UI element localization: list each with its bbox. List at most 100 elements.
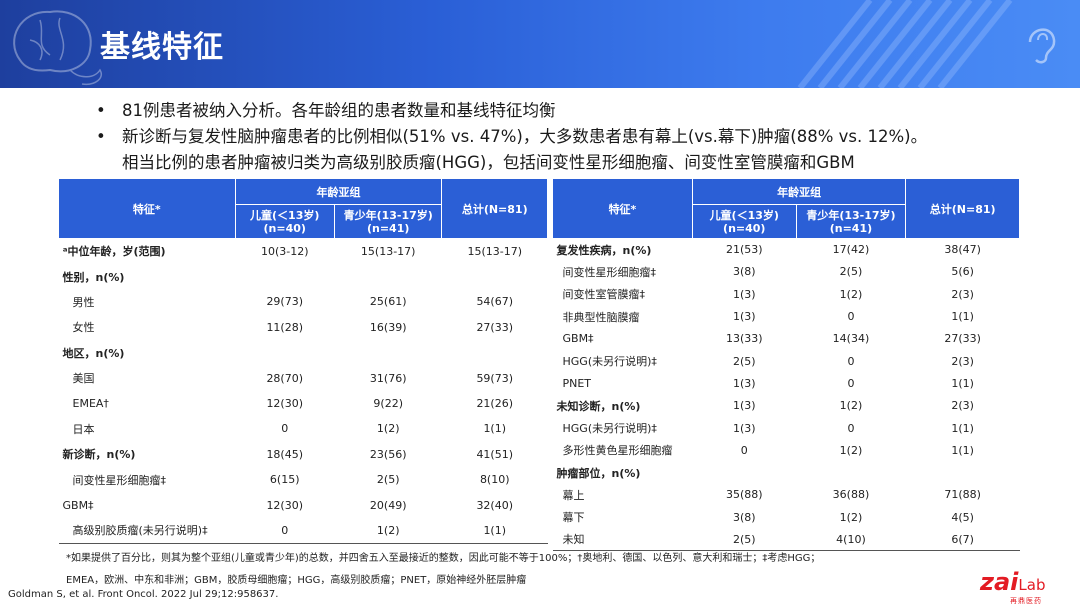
row-label: HGG(未另行说明)‡ bbox=[562, 422, 657, 436]
cell-teen: 1(2) bbox=[334, 517, 442, 544]
cell-children: 28(70) bbox=[266, 371, 304, 385]
cell-total: 1(1) bbox=[951, 310, 974, 324]
cell-children: 2(5) bbox=[692, 528, 797, 552]
zailab-logo: zaiLab 再鼎医药 bbox=[980, 568, 1070, 605]
cell-total: 38(47) bbox=[905, 237, 1020, 261]
cell-total: 1(1) bbox=[951, 421, 974, 435]
row-label: 性别，n(%) bbox=[62, 270, 125, 284]
cell-total: 2(3) bbox=[951, 287, 974, 301]
cell-total: 1(1) bbox=[483, 422, 507, 436]
table-row: GBM‡ 12(30) 20(49) 32(40) bbox=[59, 492, 548, 517]
table-row: 性别，n(%) bbox=[59, 264, 548, 289]
cell-total: 1(1) bbox=[951, 443, 974, 457]
table-row: 幕上 35(88) 36(88) 71(88) bbox=[553, 484, 1020, 506]
cell-total: 54(67) bbox=[476, 295, 514, 309]
logo-subtitle: 再鼎医药 bbox=[1010, 597, 1042, 605]
row-label: 间变性星形细胞瘤‡ bbox=[562, 265, 657, 279]
table-row: 非典型性脑膜瘤 1(3) 0 1(1) bbox=[553, 305, 1020, 327]
table-row: 未知 2(5) 4(10) 6(7) bbox=[552, 528, 1020, 552]
row-label: 间变性星形细胞瘤‡ bbox=[72, 473, 167, 487]
cell-children: 12(30) bbox=[266, 397, 304, 411]
cell-total: 21(26) bbox=[476, 397, 514, 411]
cell-children: 3(8) bbox=[732, 265, 756, 279]
table-row: 幕下 3(8) 1(2) 4(5) bbox=[553, 506, 1020, 528]
cell-children: 1(3) bbox=[732, 287, 756, 301]
cell-children bbox=[692, 461, 796, 483]
cell-teen: 1(2) bbox=[376, 422, 400, 436]
row-label: 幕上 bbox=[562, 488, 585, 502]
cell-teen: 1(2) bbox=[839, 443, 863, 457]
cell-children bbox=[235, 340, 334, 365]
cell-teen: 9(22) bbox=[373, 397, 403, 411]
header-children: 儿童(＜13岁) (n=40) bbox=[234, 204, 335, 239]
cell-teen bbox=[334, 264, 442, 289]
table-row: EMEA† 12(30) 9(22) 21(26) bbox=[59, 391, 548, 416]
cell-children: 0 bbox=[281, 422, 289, 436]
cell-teen: 15(13-17) bbox=[334, 237, 442, 264]
cell-total: 15(13-17) bbox=[441, 237, 548, 264]
cell-teen: 17(42) bbox=[796, 237, 906, 261]
table-body: 复发性疾病，n(%) 21(53) 17(42) 38(47) 间变性星形细胞瘤‡ 3(8… bbox=[552, 237, 1020, 552]
cell-teen: 14(34) bbox=[832, 332, 870, 346]
cell-total: 4(5) bbox=[951, 510, 974, 524]
row-label: 多形性黄色星形细胞瘤 bbox=[562, 444, 673, 458]
table-row: 新诊断，n(%) 18(45) 23(56) 41(51) bbox=[59, 442, 548, 467]
table-row: PNET 1(3) 0 1(1) bbox=[553, 372, 1020, 394]
cell-children: 3(8) bbox=[732, 510, 756, 524]
table-row: ᵃ中位年龄，岁(范围) 10(3-12) 15(13-17) 15(13-17) bbox=[58, 237, 548, 264]
cell-children: 2(5) bbox=[732, 354, 756, 368]
table-row: 地区，n(%) bbox=[59, 340, 548, 365]
table-row: 肿瘤部位，n(%) bbox=[553, 461, 1020, 483]
cell-total bbox=[442, 264, 548, 289]
row-label: 复发性疾病，n(%) bbox=[552, 237, 693, 261]
cell-children: 0 bbox=[235, 517, 335, 544]
header-age-group: 年龄亚组 bbox=[234, 178, 443, 205]
cell-children: 12(30) bbox=[266, 498, 304, 512]
logo-text: zai bbox=[980, 568, 1019, 596]
cell-teen: 0 bbox=[847, 421, 855, 435]
cell-children bbox=[235, 264, 334, 289]
cell-teen: 0 bbox=[847, 354, 855, 368]
cell-total: 6(7) bbox=[905, 528, 1020, 552]
cell-children: 21(53) bbox=[692, 237, 797, 261]
cell-total bbox=[442, 340, 548, 365]
table-row: 女性 11(28) 16(39) 27(33) bbox=[59, 315, 548, 340]
row-label: GBM‡ bbox=[62, 498, 94, 512]
row-label: GBM‡ bbox=[562, 332, 594, 346]
ear-icon bbox=[1028, 28, 1056, 64]
cell-teen: 25(61) bbox=[369, 295, 407, 309]
table-body: ᵃ中位年龄，岁(范围) 10(3-12) 15(13-17) 15(13-17) 性别，… bbox=[58, 237, 548, 544]
bullet-list: 81例患者被纳入分析。各年龄组的患者数量和基线特征均衡 新诊断与复发性脑肿瘤患者… bbox=[96, 98, 1056, 176]
cell-teen: 2(5) bbox=[376, 473, 400, 487]
row-label: 高级别胶质瘤(未另行说明)‡ bbox=[58, 517, 236, 544]
page-title: 基线特征 bbox=[100, 30, 224, 65]
table-row: 多形性黄色星形细胞瘤 0 1(2) 1(1) bbox=[553, 439, 1020, 461]
cell-children: 1(3) bbox=[732, 310, 756, 324]
table-row: 复发性疾病，n(%) 21(53) 17(42) 38(47) bbox=[552, 237, 1020, 261]
cell-total: 59(73) bbox=[476, 371, 514, 385]
cell-teen bbox=[796, 461, 906, 483]
table-row: 高级别胶质瘤(未另行说明)‡ 0 1(2) 1(1) bbox=[58, 517, 548, 544]
cell-total: 2(3) bbox=[951, 399, 974, 413]
cell-children: 1(3) bbox=[732, 376, 756, 390]
table-row: 美国 28(70) 31(76) 59(73) bbox=[59, 365, 548, 390]
table-row: HGG(未另行说明)‡ 2(5) 0 2(3) bbox=[553, 350, 1020, 372]
cell-children: 11(28) bbox=[266, 320, 304, 334]
cell-children: 1(3) bbox=[732, 421, 756, 435]
brain-icon bbox=[13, 10, 102, 86]
cell-teen: 31(76) bbox=[369, 371, 407, 385]
cell-total: 8(10) bbox=[479, 473, 510, 487]
footnote: *如果提供了百分比，则其为整个亚组(儿童或青少年)的总数，并四舍五入至最接近的整… bbox=[66, 548, 1026, 592]
cell-teen: 2(5) bbox=[839, 265, 863, 279]
table-row: 男性 29(73) 25(61) 54(67) bbox=[59, 289, 548, 314]
row-label: 女性 bbox=[72, 321, 95, 335]
cell-total: 32(40) bbox=[476, 498, 514, 512]
cell-teen: 0 bbox=[847, 310, 855, 324]
logo-text-lab: Lab bbox=[1018, 576, 1046, 594]
header-total: 总计(N=81) bbox=[441, 178, 548, 239]
row-label: 间变性室管膜瘤‡ bbox=[562, 288, 646, 302]
cell-teen bbox=[334, 340, 442, 365]
cell-children: 10(3-12) bbox=[235, 237, 335, 264]
cell-children: 0 bbox=[740, 443, 748, 457]
cell-teen: 4(10) bbox=[796, 528, 906, 552]
